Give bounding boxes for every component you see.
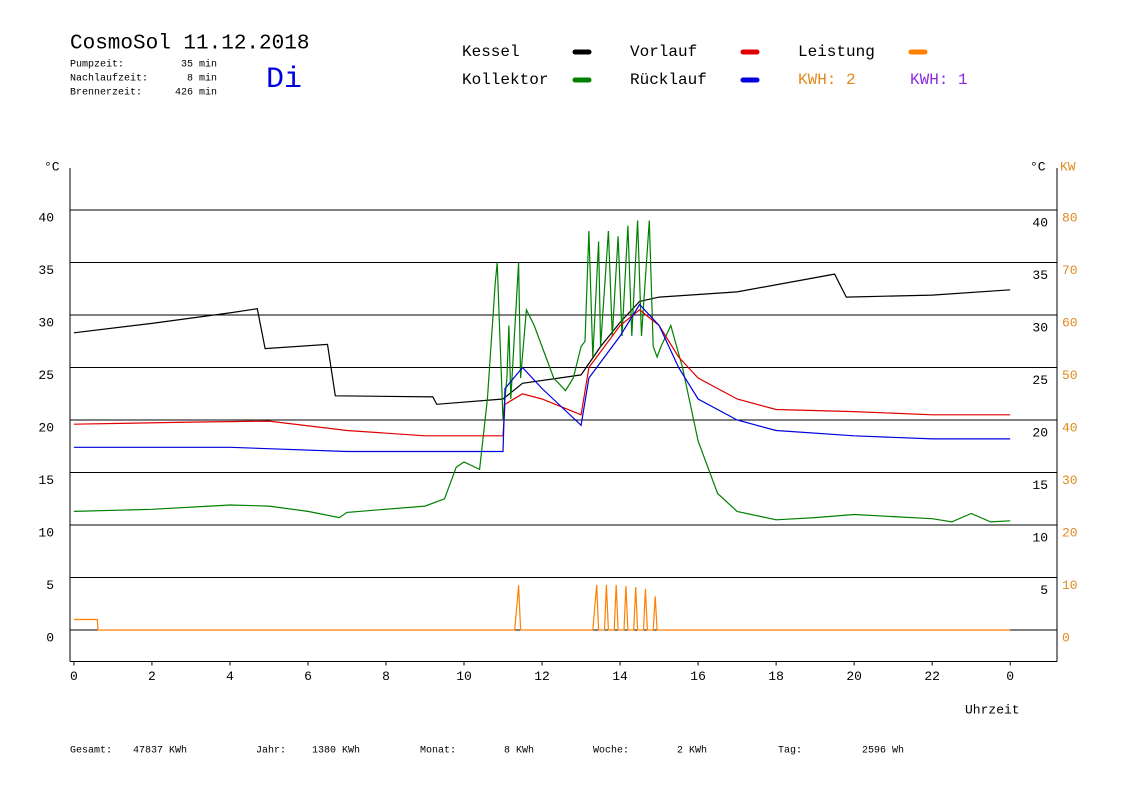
y-tick-label-right: 35 xyxy=(1032,268,1048,283)
y-tick-label-right: 40 xyxy=(1032,215,1048,230)
y2-tick-label: 60 xyxy=(1062,315,1078,330)
y2-tick-label: 20 xyxy=(1062,525,1078,540)
footer-value: 2 KWh xyxy=(677,745,707,757)
kwh-label: KWH: 1 xyxy=(910,71,968,89)
x-label: Uhrzeit xyxy=(965,702,1020,717)
y2-tick-label: 40 xyxy=(1062,420,1078,435)
y2-tick-label: 10 xyxy=(1062,578,1078,593)
info-label: Nachlaufzeit: xyxy=(70,73,148,85)
series-line xyxy=(73,309,1011,437)
series-line xyxy=(73,303,1011,453)
footer-value: 1380 KWh xyxy=(312,745,360,757)
legend-label: Kessel xyxy=(462,43,520,61)
x-tick-label: 4 xyxy=(226,669,234,684)
y-tick-label: 25 xyxy=(38,368,54,383)
y-label: °C xyxy=(44,159,60,174)
footer-label: Gesamt: xyxy=(70,746,112,757)
footer-label: Woche: xyxy=(593,745,629,757)
x-tick-label: 18 xyxy=(768,669,784,684)
legend-label: Vorlauf xyxy=(630,43,697,61)
series-line xyxy=(73,220,1011,523)
y2-tick-label: 0 xyxy=(1062,630,1070,645)
y-tick-label: 10 xyxy=(38,525,54,540)
y-tick-label: 20 xyxy=(38,420,54,435)
x-tick-label: 14 xyxy=(612,669,628,684)
x-tick-label: 12 xyxy=(534,669,550,684)
x-tick-label: 16 xyxy=(690,669,706,684)
y-tick-label-right: 5 xyxy=(1040,583,1048,598)
x-tick-label: 0 xyxy=(70,669,78,684)
info-value: 8 min xyxy=(187,73,217,85)
y-tick-label: 0 xyxy=(46,630,54,645)
info-label: Brennerzeit: xyxy=(70,87,142,99)
info-label: Pumpzeit: xyxy=(70,59,124,71)
y-tick-label: 15 xyxy=(38,473,54,488)
footer-value: 8 KWh xyxy=(504,745,534,757)
x-tick-label: 2 xyxy=(148,669,156,684)
footer-label: Jahr: xyxy=(256,745,286,757)
x-tick-label: 22 xyxy=(924,669,940,684)
y-tick-label: 5 xyxy=(46,578,54,593)
y-label-right: °C xyxy=(1030,159,1046,174)
chart-title: CosmoSol 11.12.2018 xyxy=(70,33,309,56)
footer-label: Monat: xyxy=(420,746,456,757)
legend-label: Kollektor xyxy=(462,71,548,89)
y2-tick-label: 80 xyxy=(1062,210,1078,225)
series-line xyxy=(73,273,1011,405)
y-tick-label: 40 xyxy=(38,210,54,225)
x-tick-label: 6 xyxy=(304,669,312,684)
y2-label: KW xyxy=(1060,159,1076,174)
x-tick-label: 10 xyxy=(456,669,472,684)
info-value: 35 min xyxy=(181,59,217,71)
y-tick-label-right: 20 xyxy=(1032,425,1048,440)
footer-value: 2596 Wh xyxy=(862,745,904,757)
y-tick-label-right: 10 xyxy=(1032,530,1048,545)
y-tick-label-right: 15 xyxy=(1032,478,1048,493)
series-line xyxy=(73,584,1011,631)
y-tick-label: 30 xyxy=(38,315,54,330)
y-tick-label: 35 xyxy=(38,263,54,278)
day: Di xyxy=(266,63,302,97)
x-tick-label: 20 xyxy=(846,669,862,684)
legend-label: Rücklauf xyxy=(630,71,707,89)
footer-value: 47837 KWh xyxy=(133,745,187,757)
y2-tick-label: 50 xyxy=(1062,368,1078,383)
y-tick-label-right: 25 xyxy=(1032,373,1048,388)
y2-tick-label: 70 xyxy=(1062,263,1078,278)
legend-label: Leistung xyxy=(798,43,875,61)
y-tick-label-right: 30 xyxy=(1032,320,1048,335)
info-value: 426 min xyxy=(175,87,217,99)
y2-tick-label: 30 xyxy=(1062,473,1078,488)
footer-label: Tag: xyxy=(778,746,802,757)
x-tick-label: 0 xyxy=(1006,669,1014,684)
x-tick-label: 8 xyxy=(382,669,390,684)
kwh-label: KWH: 2 xyxy=(798,71,856,89)
